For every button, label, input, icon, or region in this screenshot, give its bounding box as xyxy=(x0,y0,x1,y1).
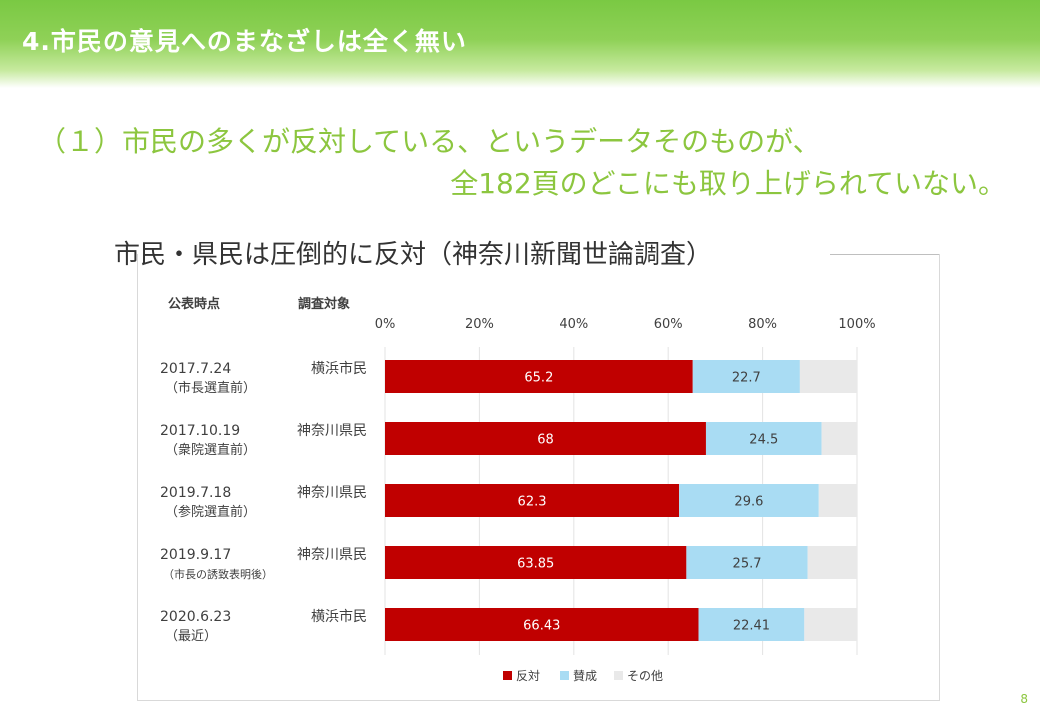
legend-swatch xyxy=(503,671,512,680)
x-tick-label: 80% xyxy=(748,317,777,332)
heading-rule xyxy=(830,254,940,255)
category-date-label: 2019.7.18 xyxy=(160,485,231,501)
x-tick-label: 60% xyxy=(654,317,683,332)
legend-label: 反対 xyxy=(516,669,540,683)
bar-segment-oppose xyxy=(385,484,680,517)
category-target-label: 神奈川県民 xyxy=(297,423,367,439)
data-label: 62.3 xyxy=(518,495,547,510)
bar-segment-other xyxy=(807,546,857,579)
subtitle-line-1: （１）市民の多くが反対している、というデータそのものが、 xyxy=(38,125,821,158)
column-header-target: 調査対象 xyxy=(298,296,350,312)
data-label: 25.7 xyxy=(733,557,762,572)
header-bar xyxy=(0,0,1040,88)
x-tick-label: 0% xyxy=(375,317,396,332)
x-tick-label: 100% xyxy=(838,317,875,332)
category-note-label: （市長選直前） xyxy=(165,380,256,396)
category-date-label: 2017.7.24 xyxy=(160,361,231,377)
bar-segment-other xyxy=(804,608,857,641)
bar-segment-support xyxy=(692,360,800,393)
bar-segment-support xyxy=(686,546,808,579)
bar-segment-other xyxy=(799,360,857,393)
bar-segment-oppose xyxy=(385,360,693,393)
legend-swatch xyxy=(614,671,623,680)
data-label: 63.85 xyxy=(517,557,554,572)
category-date-label: 2019.9.17 xyxy=(160,547,231,563)
legend-swatch xyxy=(560,671,569,680)
category-note-label: （市長の誘致表明後） xyxy=(163,567,273,581)
category-date-label: 2020.6.23 xyxy=(160,609,231,625)
bar-segment-other xyxy=(821,422,857,455)
page-number: 8 xyxy=(1020,692,1028,706)
subtitle-line-2: 全182頁のどこにも取り上げられていない。 xyxy=(450,167,1006,200)
data-label: 65.2 xyxy=(524,371,553,386)
x-tick-label: 20% xyxy=(465,317,494,332)
bar-segment-support xyxy=(698,608,805,641)
category-target-label: 横浜市民 xyxy=(311,608,367,625)
legend-label: その他 xyxy=(627,669,663,683)
bar-segment-support xyxy=(705,422,822,455)
bar-segment-oppose xyxy=(385,546,687,579)
category-note-label: （衆院選直前） xyxy=(165,442,256,458)
category-note-label: （参院選直前） xyxy=(165,504,256,520)
data-label: 22.41 xyxy=(733,619,770,634)
bar-segment-oppose xyxy=(385,422,706,455)
bar-segment-oppose xyxy=(385,608,699,641)
category-target-label: 横浜市民 xyxy=(311,360,367,377)
data-label: 66.43 xyxy=(523,619,560,634)
data-label: 24.5 xyxy=(749,433,778,448)
bar-segment-support xyxy=(679,484,819,517)
category-target-label: 神奈川県民 xyxy=(297,547,367,563)
category-note-label: （最近） xyxy=(165,629,217,644)
data-label: 29.6 xyxy=(734,495,763,510)
data-label: 68 xyxy=(537,433,554,448)
slide-title: 4.市民の意見へのまなざしは全く無い xyxy=(22,27,467,56)
data-label: 22.7 xyxy=(732,371,761,386)
bar-segment-other xyxy=(818,484,857,517)
legend-label: 賛成 xyxy=(573,669,597,683)
column-header-date: 公表時点 xyxy=(168,296,220,312)
chart-frame xyxy=(137,254,940,701)
category-target-label: 神奈川県民 xyxy=(297,485,367,501)
category-date-label: 2017.10.19 xyxy=(160,423,240,439)
chart-title: 市民・県民は圧倒的に反対（神奈川新聞世論調査） xyxy=(114,240,713,270)
x-tick-label: 40% xyxy=(559,317,588,332)
